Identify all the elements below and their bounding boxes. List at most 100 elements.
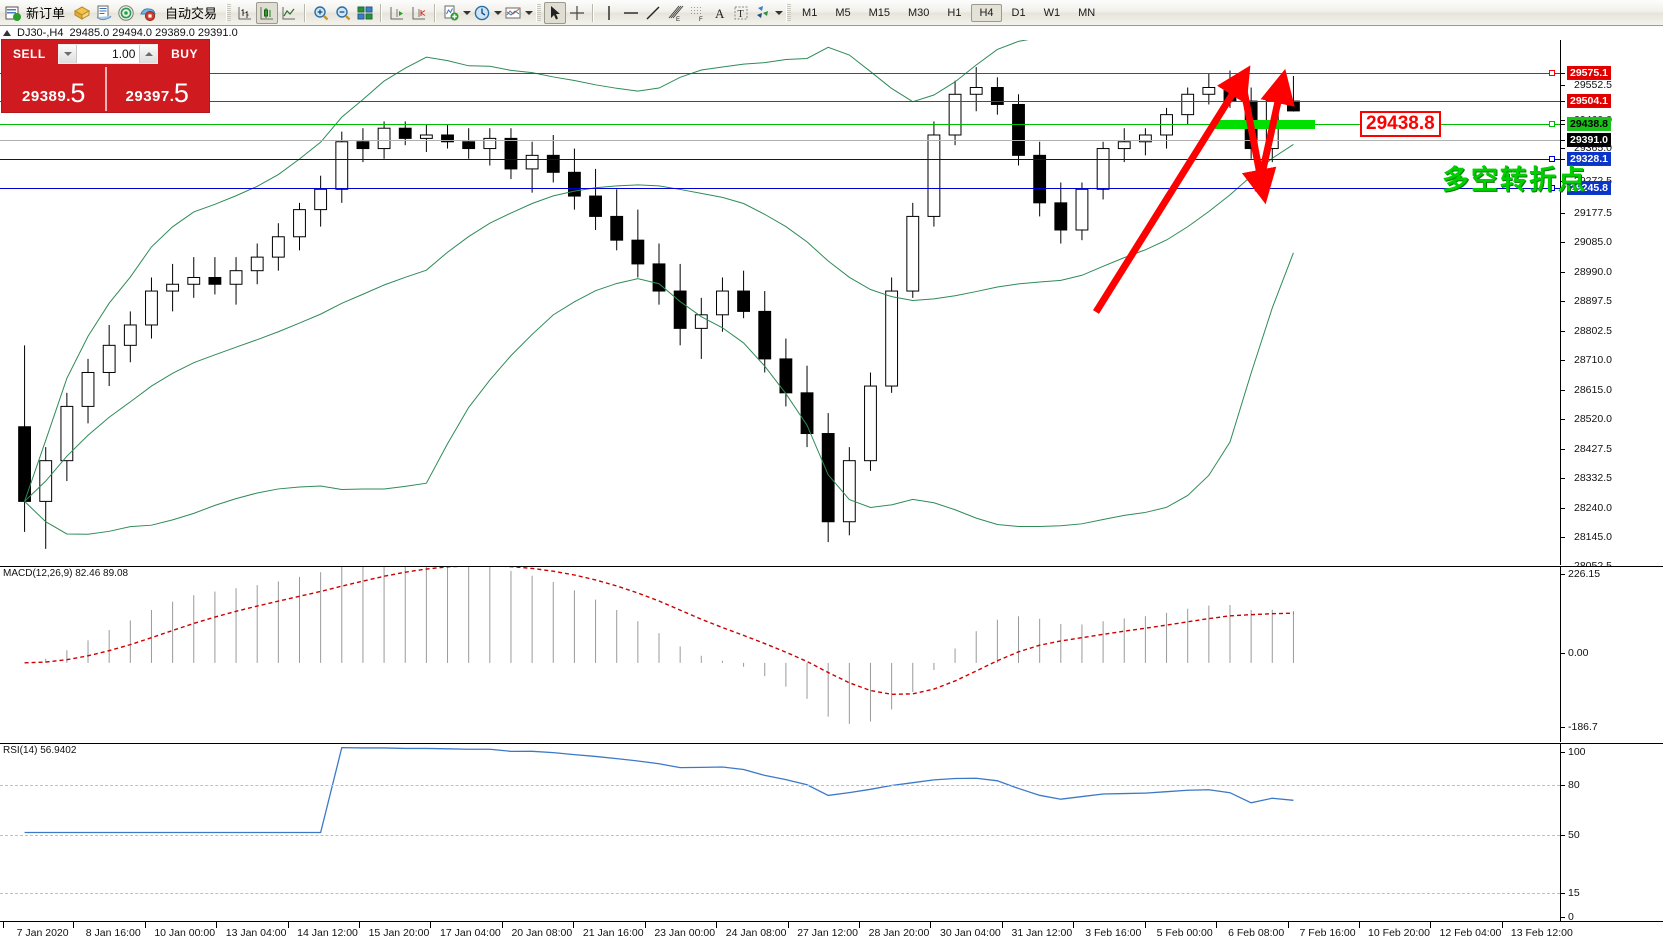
templates-icon: [504, 4, 522, 22]
toolbar-grip-2[interactable]: [536, 3, 542, 22]
bar-chart-button[interactable]: [234, 2, 256, 24]
timeframe-mn[interactable]: MN: [1078, 6, 1096, 19]
period-button[interactable]: [471, 2, 493, 24]
axis-label: 15: [1568, 887, 1580, 899]
period-dropdown[interactable]: [493, 4, 502, 22]
horizontal-line-button[interactable]: [620, 2, 642, 24]
macd-plot-area[interactable]: [0, 567, 1560, 742]
level-line[interactable]: [0, 188, 1560, 189]
new-order-button[interactable]: 新订单: [2, 2, 71, 24]
timeframe-h1[interactable]: H1: [947, 6, 962, 19]
candlestick-chart-button[interactable]: [256, 1, 279, 24]
sell-price[interactable]: 29389 . 5: [3, 67, 105, 111]
rsi-plot-area[interactable]: [0, 744, 1560, 921]
timeframe-m5[interactable]: M5: [835, 6, 851, 19]
data-window-button[interactable]: [93, 2, 115, 24]
trendline-icon: [644, 4, 662, 22]
time-tick: [2, 922, 4, 928]
fibonacci-button[interactable]: E: [664, 2, 686, 24]
time-label: 10 Feb 20:00: [1368, 927, 1430, 939]
templates-dropdown[interactable]: [524, 4, 533, 22]
sell-button[interactable]: SELL: [13, 47, 46, 61]
price-tick: [1561, 419, 1565, 420]
price-label: 29177.5: [1574, 206, 1612, 219]
trendline-button[interactable]: [642, 2, 664, 24]
sell-price-fraction: 5: [70, 77, 86, 108]
crosshair-button[interactable]: [566, 2, 588, 24]
time-tick: [287, 922, 289, 928]
time-tick: [930, 922, 932, 928]
auto-trading-button[interactable]: 自动交易: [159, 2, 223, 24]
axis-tick: [1561, 785, 1565, 786]
price-tick: [1561, 148, 1565, 149]
timeframe-w1[interactable]: W1: [1043, 6, 1061, 19]
price-tick: [1561, 478, 1565, 479]
one-click-trading-panel: SELL 1.00 BUY 29389 . 5 29397 . 5: [2, 40, 209, 112]
svg-text:T: T: [738, 9, 744, 20]
price-tick: [1561, 360, 1565, 361]
tile-windows-button[interactable]: [354, 2, 376, 24]
toolbar-grip-3[interactable]: [786, 3, 792, 22]
volume-increase-button[interactable]: [139, 45, 158, 63]
volume-decrease-button[interactable]: [59, 45, 78, 63]
price-label: 28332.5: [1574, 471, 1612, 484]
price-label: 29328.1: [1567, 151, 1611, 167]
level-line-handle[interactable]: [1549, 185, 1555, 191]
price-label: 29438.8: [1567, 116, 1611, 132]
level-line[interactable]: [0, 140, 1560, 141]
shapes-icon: [754, 4, 772, 22]
vertical-line-button[interactable]: [598, 2, 620, 24]
candlestick-chart-icon: [258, 4, 276, 22]
level-line-handle[interactable]: [1549, 121, 1555, 127]
volume-stepper[interactable]: 1.00: [58, 44, 159, 64]
collapse-icon[interactable]: [3, 30, 11, 36]
auto-scroll-button[interactable]: [386, 2, 408, 24]
price-label: 28710.0: [1574, 353, 1612, 366]
add-indicator-icon: [442, 4, 460, 22]
timeframe-d1[interactable]: D1: [1011, 6, 1026, 19]
level-line-handle[interactable]: [1549, 70, 1555, 76]
label-button[interactable]: T: [730, 2, 752, 24]
text-button[interactable]: A: [708, 2, 730, 24]
price-plot-area[interactable]: [0, 40, 1560, 565]
expert-advisor-button[interactable]: [71, 2, 93, 24]
timeframe-m30[interactable]: M30: [908, 6, 930, 19]
toolbar-grip[interactable]: [226, 3, 232, 22]
level-line-handle[interactable]: [1549, 156, 1555, 162]
time-tick: [1073, 922, 1075, 928]
auto-trading-label: 自动交易: [165, 6, 218, 21]
rsi-level-gridline: [0, 785, 1560, 786]
level-line[interactable]: [0, 124, 1560, 125]
time-tick: [1501, 922, 1503, 928]
axis-tick: [1561, 574, 1565, 575]
macd-axis[interactable]: 226.15 0.00 -186.7: [1560, 567, 1663, 742]
level-line[interactable]: [0, 159, 1560, 160]
add-indicator-button[interactable]: [440, 2, 462, 24]
rsi-axis[interactable]: 100 80 50 15 0: [1560, 744, 1663, 923]
templates-button[interactable]: [502, 2, 524, 24]
buy-price[interactable]: 29397 . 5: [104, 67, 209, 111]
shapes-dropdown[interactable]: [774, 4, 783, 22]
time-axis[interactable]: 7 Jan 2020 8 Jan 16:00 10 Jan 00:00 13 Jan …: [0, 921, 1663, 944]
zoom-in-button[interactable]: [310, 2, 332, 24]
chart-shift-button[interactable]: [408, 2, 430, 24]
zoom-out-button[interactable]: [332, 2, 354, 24]
timeframe-h4[interactable]: H4: [971, 3, 1002, 22]
cursor-button[interactable]: [544, 1, 567, 24]
volume-input[interactable]: 1.00: [112, 47, 136, 61]
timeframe-m15[interactable]: M15: [868, 6, 890, 19]
shapes-button[interactable]: [752, 2, 774, 24]
add-indicator-dropdown[interactable]: [462, 4, 471, 22]
terminal-button[interactable]: [137, 2, 159, 24]
supply-zone-bar: [1215, 120, 1315, 129]
time-label: 15 Jan 20:00: [368, 927, 430, 939]
level-line[interactable]: [0, 73, 1560, 74]
timeframe-m1[interactable]: M1: [802, 6, 818, 19]
level-line[interactable]: [0, 101, 1560, 102]
channel-button[interactable]: F: [686, 2, 708, 24]
time-tick: [358, 922, 360, 928]
buy-button[interactable]: BUY: [171, 47, 198, 61]
line-chart-button[interactable]: [278, 2, 300, 24]
navigator-button[interactable]: [115, 2, 137, 24]
price-axis[interactable]: 29575.129552.529504.129460.029438.829391…: [1560, 40, 1663, 572]
